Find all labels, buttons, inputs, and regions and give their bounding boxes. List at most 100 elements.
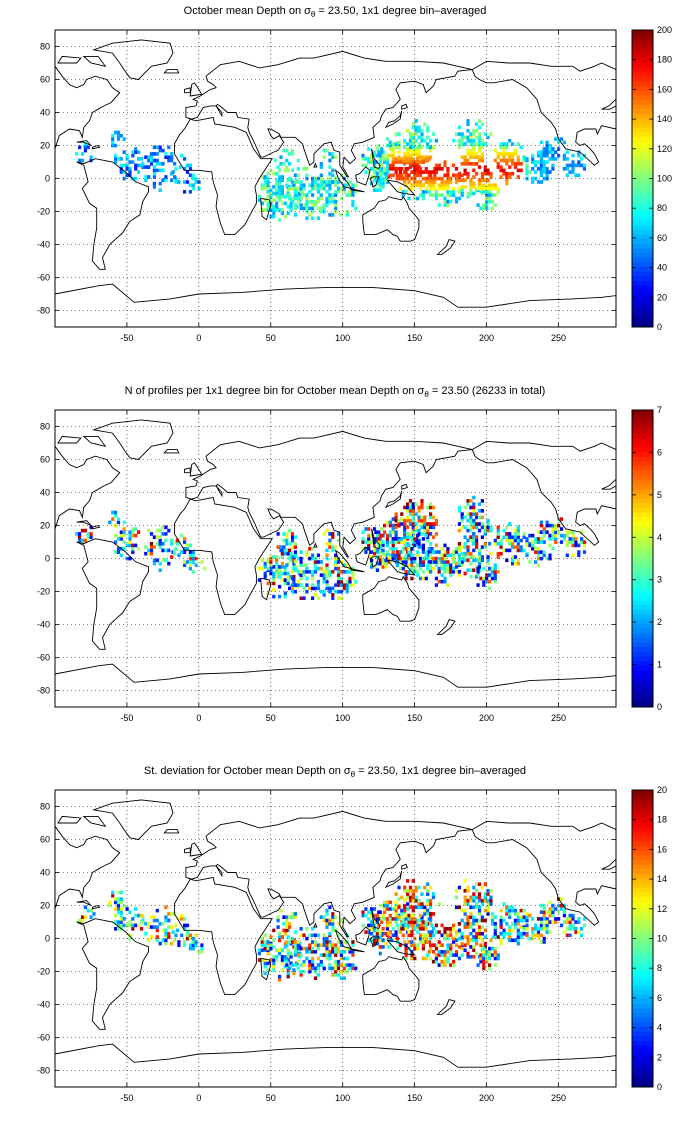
data-cell — [139, 927, 144, 931]
data-cell — [452, 936, 456, 941]
data-cell — [167, 155, 171, 159]
data-cell — [378, 938, 382, 943]
data-cell — [477, 165, 482, 169]
data-cell — [528, 560, 532, 564]
data-cell — [158, 922, 162, 926]
data-cell — [440, 579, 444, 584]
data-cell — [406, 902, 410, 906]
data-cell — [463, 171, 467, 176]
data-cell — [483, 928, 487, 933]
data-cell — [417, 505, 421, 510]
data-cell — [299, 570, 303, 574]
data-cell — [472, 568, 476, 572]
x-tick-label: -50 — [120, 713, 133, 723]
data-cell — [385, 537, 389, 541]
data-cell — [424, 533, 428, 538]
data-cell — [191, 946, 195, 951]
data-cell — [372, 188, 377, 192]
data-cell — [482, 576, 486, 581]
data-cell — [116, 923, 121, 928]
data-cell — [367, 910, 371, 914]
data-cell — [443, 199, 447, 204]
data-cell — [502, 931, 506, 936]
data-cell — [116, 907, 121, 911]
data-cell — [286, 571, 290, 576]
data-cell — [334, 183, 338, 187]
data-cell — [418, 183, 423, 187]
data-cell — [316, 183, 320, 187]
title-subscript: θ — [424, 390, 429, 400]
data-cell — [551, 530, 555, 534]
data-cell — [493, 963, 497, 967]
data-cell — [257, 578, 261, 582]
colorbar-swatch — [632, 127, 653, 133]
data-cell — [580, 933, 584, 938]
data-cell — [161, 558, 165, 563]
data-cell — [397, 538, 401, 543]
data-cell — [183, 940, 187, 944]
data-cell — [385, 167, 389, 171]
x-tick-label: 250 — [551, 333, 566, 343]
data-cell — [305, 206, 309, 211]
data-cell — [322, 183, 326, 187]
data-cell — [431, 522, 436, 526]
data-cell — [266, 940, 270, 944]
colorbar-swatch — [632, 67, 653, 73]
data-cell — [513, 938, 518, 943]
data-cell — [539, 920, 543, 924]
data-cell — [466, 551, 470, 556]
data-cell — [185, 170, 190, 174]
data-cell — [431, 556, 436, 561]
data-cell — [275, 558, 279, 563]
data-cell — [424, 927, 428, 931]
data-cell — [416, 550, 420, 554]
data-cell — [351, 963, 355, 967]
data-cell — [322, 148, 326, 153]
data-cell — [263, 175, 267, 179]
data-cell — [342, 190, 346, 194]
data-cell — [158, 538, 162, 543]
data-cell — [299, 596, 303, 600]
data-cell — [266, 581, 270, 586]
colorbar-swatch — [632, 451, 653, 457]
data-cell — [565, 917, 569, 921]
data-cell — [180, 533, 184, 538]
data-cell — [480, 898, 484, 903]
data-cell — [426, 563, 430, 567]
data-cell — [513, 535, 518, 539]
data-cell — [493, 570, 497, 574]
data-cell — [283, 581, 287, 586]
data-cell — [431, 183, 436, 187]
data-cell — [377, 537, 381, 541]
data-cell — [336, 940, 341, 944]
data-cell — [420, 522, 424, 526]
data-cell — [328, 966, 332, 971]
data-cell — [477, 908, 482, 913]
data-cell — [164, 928, 168, 933]
data-cell — [180, 913, 184, 918]
data-cell — [78, 538, 82, 543]
colorbar-swatch — [632, 48, 653, 54]
data-cell — [477, 148, 482, 153]
data-cell — [119, 910, 123, 914]
data-cell — [155, 152, 159, 156]
data-cell — [280, 555, 284, 559]
data-cell — [508, 912, 512, 916]
data-cell — [403, 180, 407, 184]
data-cell — [385, 163, 389, 168]
data-cell — [278, 951, 282, 956]
coastline — [369, 936, 380, 948]
data-cell — [404, 176, 408, 181]
data-cell — [571, 170, 575, 174]
data-cell — [466, 915, 470, 919]
data-cell — [391, 142, 395, 146]
data-cell — [377, 143, 381, 148]
data-cell — [539, 540, 543, 544]
data-cell — [477, 142, 482, 146]
data-cell — [285, 956, 289, 961]
data-cell — [260, 558, 264, 563]
data-cell — [440, 573, 444, 577]
data-cell — [313, 950, 318, 954]
data-cell — [437, 566, 441, 571]
colorbar-swatch — [632, 414, 653, 420]
